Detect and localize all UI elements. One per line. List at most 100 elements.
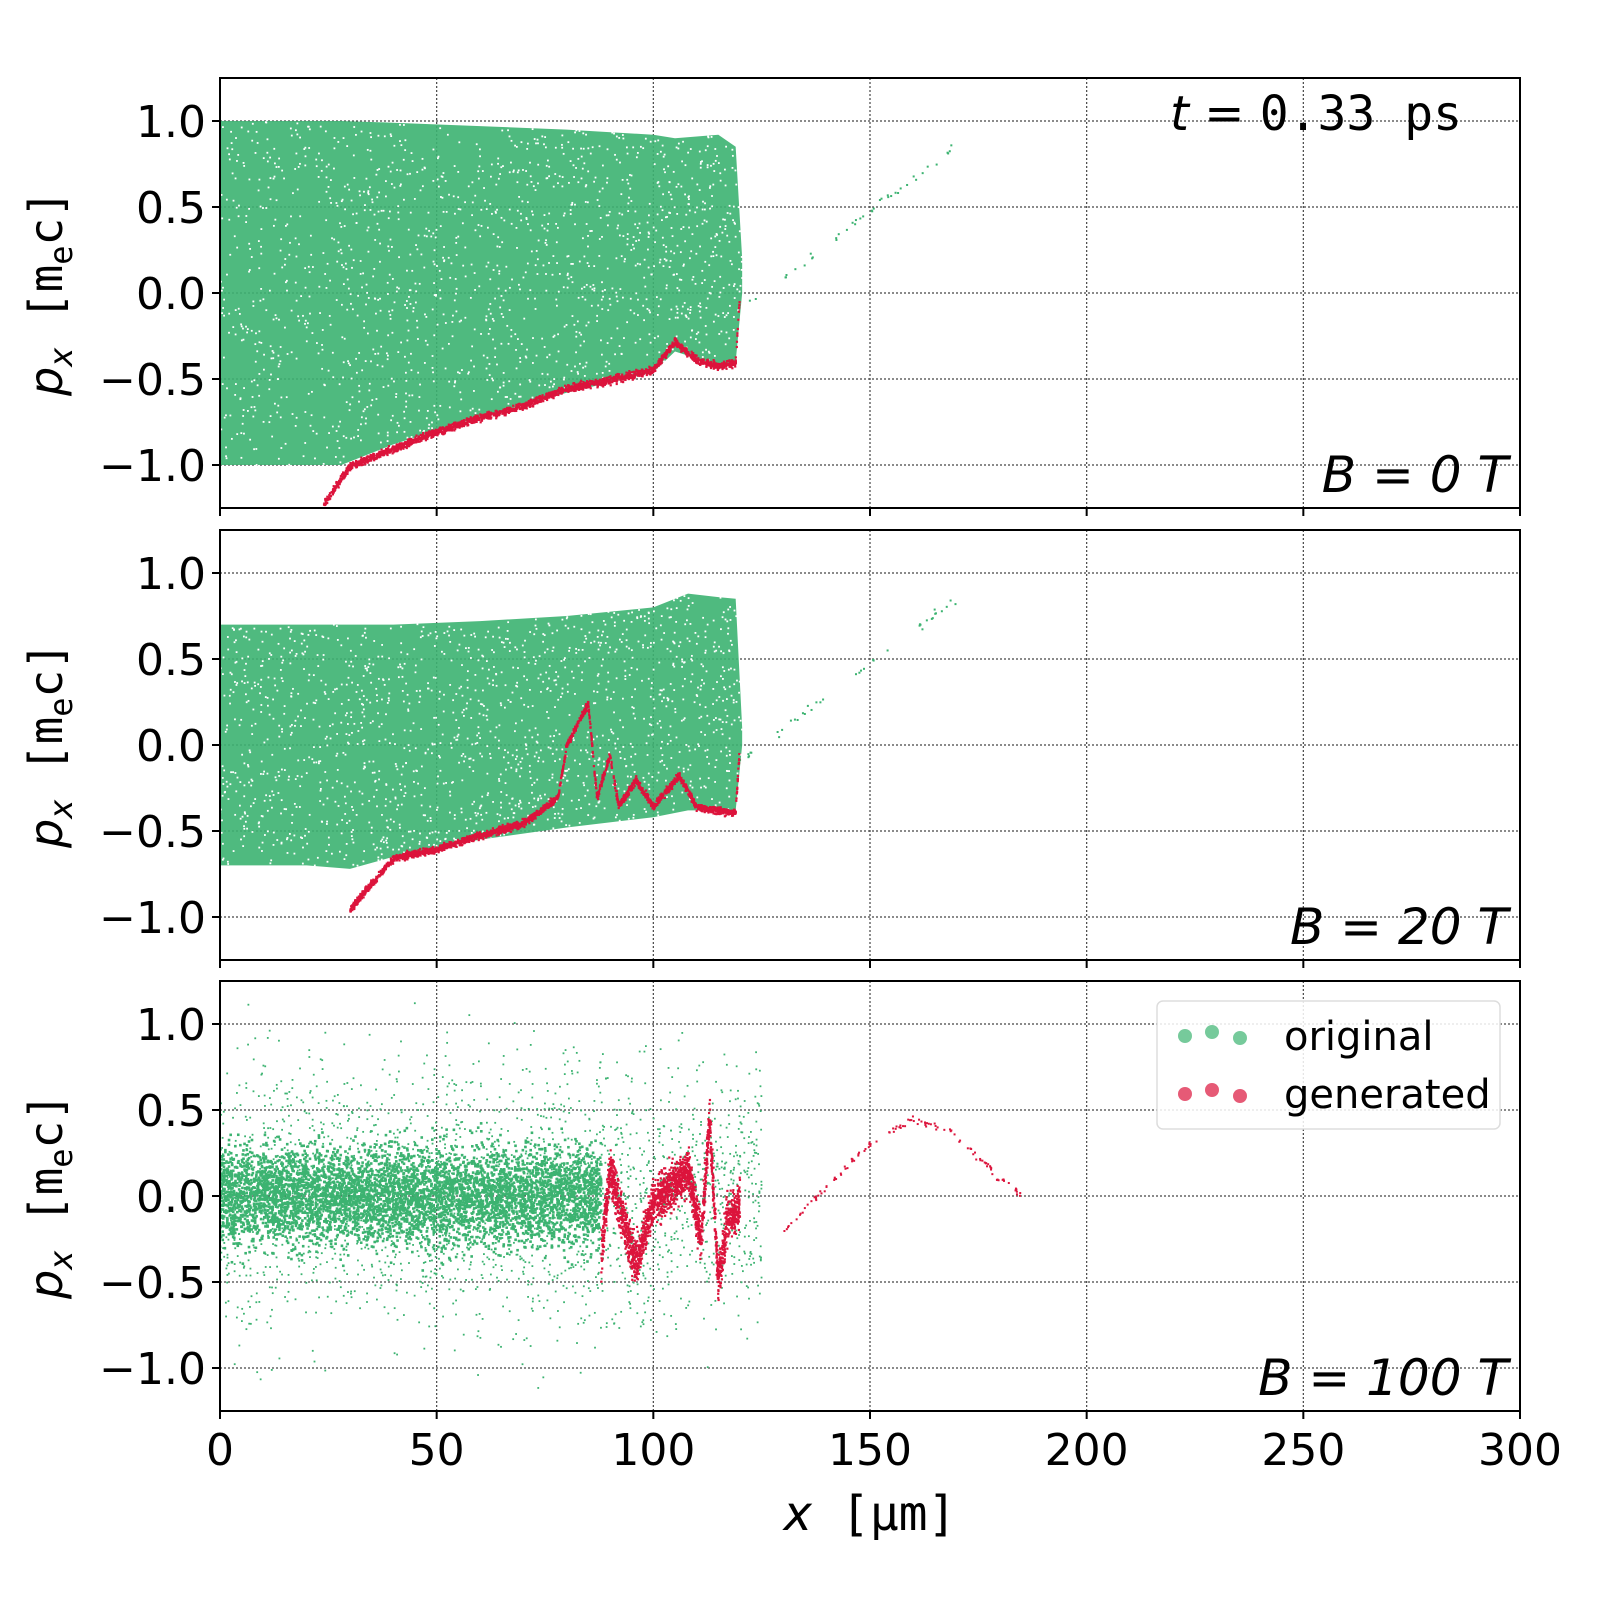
density-gap (345, 268, 348, 270)
density-gap (490, 163, 493, 166)
density-gap (600, 298, 603, 301)
density-gap (417, 338, 419, 340)
density-gap (507, 342, 510, 345)
density-gap (251, 122, 254, 125)
point-generated (379, 455, 382, 458)
density-gap (568, 824, 571, 827)
density-gap (531, 210, 533, 213)
density-gap (412, 307, 415, 309)
density-gap (701, 282, 704, 284)
density-gap (626, 804, 628, 806)
density-gap (388, 678, 390, 681)
point-original (950, 144, 953, 147)
density-gap (453, 814, 456, 816)
density-gap (453, 817, 456, 820)
density-gap (421, 635, 424, 637)
density-gap (318, 200, 321, 203)
density-gap (645, 298, 648, 301)
density-gap (718, 333, 721, 335)
density-gap (704, 630, 707, 633)
density-gap (295, 357, 298, 360)
density-gap (720, 255, 723, 258)
point-generated (618, 377, 621, 380)
density-gap (358, 400, 360, 403)
density-gap (740, 268, 743, 271)
density-gap (463, 760, 465, 763)
density-gap (449, 276, 452, 279)
point-original (845, 228, 848, 231)
density-gap (363, 190, 365, 193)
density-gap (500, 342, 503, 345)
density-gap (237, 307, 240, 310)
density-gap (436, 323, 439, 326)
density-gap (658, 693, 661, 696)
density-gap (682, 140, 684, 143)
density-gap (511, 797, 514, 800)
density-gap (630, 775, 632, 778)
density-gap (584, 365, 587, 368)
density-gap (555, 241, 558, 244)
density-gap (361, 740, 364, 743)
density-gap (249, 438, 252, 441)
density-gap (451, 781, 453, 784)
density-gap (678, 289, 681, 292)
point-generated (408, 442, 412, 445)
density-gap (386, 434, 389, 437)
density-gap (714, 804, 717, 807)
density-gap (534, 618, 537, 621)
point-generated (534, 399, 537, 402)
density-gap (367, 250, 370, 253)
point-generated (718, 365, 721, 368)
density-gap (314, 702, 317, 705)
density-gap (343, 185, 346, 188)
density-gap (577, 649, 580, 651)
density-gap (519, 761, 522, 763)
point-generated (716, 368, 720, 372)
density-gap (319, 787, 322, 790)
density-gap (271, 806, 273, 809)
density-gap (547, 717, 550, 719)
density-gap (566, 286, 569, 289)
density-gap (606, 148, 609, 151)
density-gap (433, 716, 436, 719)
density-gap (548, 665, 551, 667)
density-gap (546, 818, 549, 821)
density-gap (260, 245, 262, 248)
point-generated (565, 385, 568, 388)
density-gap (278, 724, 281, 727)
density-gap (573, 176, 575, 178)
point-generated (713, 365, 716, 368)
density-gap (265, 121, 268, 124)
density-gap (673, 689, 676, 691)
density-gap (438, 690, 441, 693)
density-gap (627, 182, 630, 185)
density-gap (701, 208, 704, 211)
density-gap (364, 360, 367, 362)
density-gap (466, 702, 468, 705)
density-gap (726, 234, 729, 237)
point-generated (705, 362, 708, 365)
point-generated (365, 460, 368, 463)
density-gap (420, 793, 423, 796)
density-gap (370, 158, 373, 161)
density-gap (554, 812, 556, 815)
density-gap (435, 716, 437, 719)
density-gap (480, 333, 482, 335)
density-gap (455, 287, 458, 290)
point-generated (459, 421, 462, 424)
density-gap (724, 184, 727, 187)
point-generated (585, 383, 588, 386)
point-generated (693, 356, 697, 359)
density-gap (268, 795, 271, 797)
density-gap (481, 170, 484, 172)
density-gap (366, 229, 369, 232)
density-gap (374, 297, 377, 300)
density-gap (696, 695, 699, 697)
density-gap (657, 139, 660, 142)
point-generated (479, 421, 482, 424)
point-original (784, 276, 787, 279)
density-gap (620, 193, 623, 196)
density-gap (583, 255, 586, 258)
density-gap (270, 357, 273, 360)
density-gap (540, 690, 542, 693)
